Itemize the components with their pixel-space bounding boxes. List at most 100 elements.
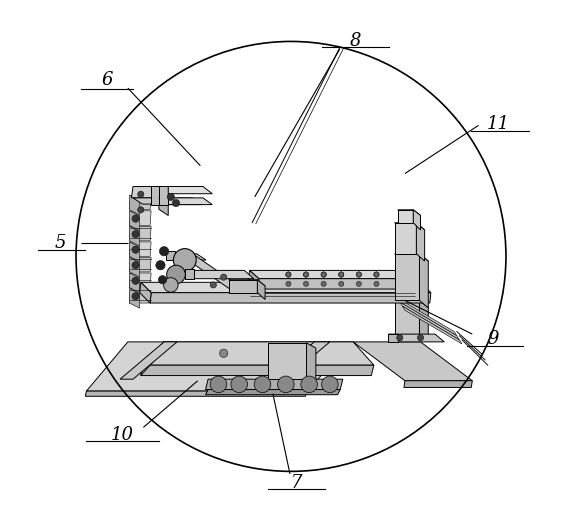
Circle shape	[301, 376, 317, 393]
Polygon shape	[141, 282, 431, 293]
Polygon shape	[129, 273, 151, 287]
Text: 6: 6	[101, 71, 113, 89]
Polygon shape	[129, 242, 140, 262]
Polygon shape	[129, 257, 140, 277]
Polygon shape	[229, 280, 265, 286]
Polygon shape	[400, 302, 459, 340]
Polygon shape	[420, 254, 428, 308]
Circle shape	[219, 349, 228, 357]
Polygon shape	[132, 186, 161, 198]
Polygon shape	[397, 298, 457, 336]
Polygon shape	[185, 269, 194, 279]
Circle shape	[132, 293, 139, 300]
Polygon shape	[143, 342, 374, 365]
Polygon shape	[205, 379, 343, 390]
Polygon shape	[129, 257, 151, 272]
Polygon shape	[404, 381, 473, 387]
Polygon shape	[141, 342, 164, 376]
Circle shape	[397, 335, 403, 341]
Circle shape	[138, 191, 144, 197]
Polygon shape	[129, 226, 140, 246]
Polygon shape	[151, 186, 161, 205]
Polygon shape	[229, 280, 257, 293]
Polygon shape	[420, 300, 428, 341]
Polygon shape	[129, 242, 151, 256]
Polygon shape	[166, 251, 175, 260]
Circle shape	[164, 278, 178, 292]
Circle shape	[210, 282, 217, 288]
Circle shape	[159, 247, 169, 256]
Polygon shape	[395, 254, 428, 261]
Circle shape	[166, 265, 185, 284]
Circle shape	[321, 272, 327, 277]
Circle shape	[374, 272, 379, 277]
Polygon shape	[129, 226, 151, 241]
Circle shape	[167, 193, 175, 200]
Polygon shape	[205, 390, 340, 395]
Polygon shape	[258, 279, 420, 289]
Circle shape	[278, 376, 294, 393]
Polygon shape	[140, 282, 151, 303]
Circle shape	[286, 281, 291, 286]
Circle shape	[339, 272, 344, 277]
Circle shape	[339, 272, 344, 277]
Polygon shape	[129, 195, 151, 210]
Text: 9: 9	[487, 330, 499, 348]
Circle shape	[156, 261, 165, 270]
Text: 8: 8	[350, 33, 361, 50]
Circle shape	[158, 276, 166, 284]
Polygon shape	[388, 334, 444, 342]
Circle shape	[374, 272, 379, 277]
Circle shape	[132, 246, 139, 253]
Polygon shape	[159, 198, 212, 205]
Circle shape	[339, 281, 344, 286]
Circle shape	[321, 272, 327, 277]
Polygon shape	[395, 223, 416, 254]
Text: 7: 7	[290, 474, 302, 492]
Circle shape	[321, 281, 327, 286]
Polygon shape	[129, 211, 151, 225]
Polygon shape	[159, 186, 168, 205]
Polygon shape	[129, 289, 151, 303]
Polygon shape	[151, 198, 202, 205]
Polygon shape	[129, 195, 140, 215]
Circle shape	[254, 376, 271, 393]
Circle shape	[356, 272, 361, 277]
Polygon shape	[129, 289, 140, 308]
Polygon shape	[141, 365, 374, 376]
Polygon shape	[129, 273, 140, 293]
Text: 11: 11	[487, 116, 510, 133]
Circle shape	[286, 272, 291, 277]
Circle shape	[138, 207, 144, 213]
Polygon shape	[416, 223, 425, 261]
Circle shape	[172, 199, 180, 207]
Polygon shape	[257, 280, 265, 299]
Polygon shape	[168, 186, 212, 194]
Polygon shape	[150, 293, 431, 303]
Polygon shape	[307, 343, 316, 384]
Circle shape	[356, 272, 361, 277]
Circle shape	[132, 215, 139, 222]
Circle shape	[356, 272, 361, 277]
Polygon shape	[185, 270, 254, 279]
Circle shape	[286, 272, 291, 277]
Circle shape	[374, 272, 379, 277]
Circle shape	[173, 249, 196, 271]
Polygon shape	[129, 211, 140, 231]
Polygon shape	[86, 342, 353, 391]
Polygon shape	[395, 223, 425, 230]
Circle shape	[210, 376, 227, 393]
Polygon shape	[353, 342, 473, 381]
Polygon shape	[166, 254, 206, 260]
Polygon shape	[249, 270, 259, 289]
Polygon shape	[395, 300, 420, 334]
Circle shape	[286, 272, 291, 277]
Polygon shape	[86, 391, 307, 396]
Polygon shape	[398, 210, 413, 223]
Polygon shape	[270, 342, 330, 379]
Text: 5: 5	[55, 235, 66, 252]
Circle shape	[339, 272, 344, 277]
Polygon shape	[133, 198, 168, 204]
Circle shape	[374, 281, 379, 286]
Polygon shape	[250, 270, 420, 279]
